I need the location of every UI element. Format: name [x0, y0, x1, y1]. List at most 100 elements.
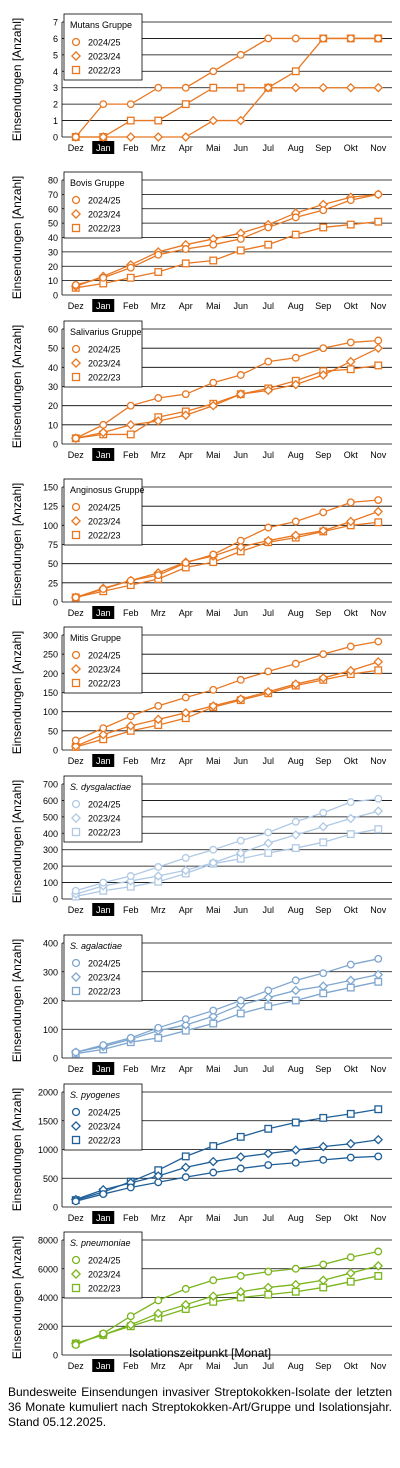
x-tick-label: Nov: [370, 450, 387, 460]
x-tick-label: Feb: [123, 450, 139, 460]
data-point: [264, 986, 273, 995]
data-point: [290, 1145, 301, 1155]
series-line: [75, 521, 379, 599]
y-tick-label: 80: [48, 176, 58, 186]
y-axis-title: Einsendungen [Anzahl]: [10, 325, 24, 448]
series-line: [75, 1265, 379, 1345]
y-tick-label: 4000: [38, 1293, 58, 1303]
legend-label: 2023/24: [88, 1122, 121, 1132]
x-tick-label: Okt: [344, 1064, 359, 1074]
x-tick-label: Nov: [370, 1361, 387, 1371]
data-point: [291, 1118, 300, 1127]
x-tick-label: Aug: [288, 143, 304, 153]
data-point: [374, 825, 383, 834]
data-point: [126, 100, 135, 109]
data-point: [346, 498, 355, 507]
x-tick-label: Jul: [262, 905, 274, 915]
series-line: [75, 1155, 379, 1202]
y-tick-label: 500: [43, 1174, 58, 1184]
data-point: [180, 1299, 191, 1310]
data-point: [126, 401, 135, 410]
legend-marker: [71, 37, 81, 47]
x-tick-label: Nov: [370, 1213, 387, 1223]
data-point: [126, 1033, 135, 1042]
data-point: [125, 420, 136, 430]
data-point: [345, 516, 356, 527]
x-tick-label: Jul: [262, 756, 274, 766]
y-tick-label: 0: [53, 1351, 58, 1361]
chart-panel: 0 25 50 75 100 125 150 Einsendungen [Anzahl] Dez…: [10, 478, 392, 619]
data-point: [291, 976, 300, 985]
data-point: [208, 1011, 219, 1022]
x-tick-highlight: [92, 448, 115, 461]
x-tick-label: Jun: [233, 1361, 248, 1371]
y-tick-label: 200: [43, 862, 58, 872]
legend-label: 2022/23: [88, 679, 121, 689]
legend-title: Bovis Gruppe: [70, 178, 125, 188]
data-point: [264, 1290, 273, 1299]
y-axis-title: Einsendungen [Anzahl]: [10, 1088, 24, 1211]
data-point: [154, 1023, 163, 1032]
data-point: [98, 427, 109, 438]
x-tick-label: Jan: [96, 1361, 111, 1371]
data-point: [236, 371, 245, 379]
data-point: [235, 1286, 246, 1297]
data-point: [374, 1247, 383, 1256]
x-tick-label: Apr: [179, 143, 193, 153]
y-tick-label: 4: [53, 67, 58, 77]
legend-marker: [71, 827, 81, 837]
data-point: [126, 712, 135, 721]
x-tick-label: Okt: [344, 756, 359, 766]
data-point: [126, 872, 135, 880]
y-tick-label: 600: [43, 796, 58, 806]
data-point: [235, 694, 246, 704]
y-tick-label: 3: [53, 83, 58, 93]
data-point: [235, 541, 246, 552]
data-point: [290, 679, 301, 689]
data-point: [346, 34, 355, 43]
x-tick-label: Sep: [315, 608, 331, 618]
x-tick-label: Dez: [68, 1213, 85, 1223]
data-point: [180, 1020, 191, 1030]
data-point: [290, 1279, 301, 1290]
x-tick-label: Feb: [123, 608, 139, 618]
data-point: [208, 858, 219, 868]
data-point: [345, 82, 356, 93]
data-point: [318, 1141, 329, 1152]
x-tick-label: Nov: [370, 756, 387, 766]
data-point: [181, 1173, 190, 1182]
legend-label: 2022/23: [88, 531, 121, 541]
y-tick-label: 6: [53, 34, 58, 44]
x-tick-label: Aug: [288, 301, 304, 311]
x-tick-highlight: [92, 1359, 115, 1372]
data-point: [346, 1253, 355, 1262]
y-tick-label: 60: [48, 325, 58, 335]
x-tick-label: Aug: [288, 1361, 304, 1371]
series-line: [75, 810, 379, 895]
data-point: [318, 673, 329, 683]
data-point: [345, 356, 356, 367]
x-tick-label: Jan: [96, 608, 111, 618]
data-point: [291, 1158, 300, 1167]
data-point: [235, 848, 246, 858]
x-tick-label: Mai: [206, 1213, 221, 1223]
x-tick-label: Feb: [123, 1064, 139, 1074]
data-point: [126, 116, 135, 125]
data-point: [236, 83, 245, 92]
legend-label: 2022/23: [88, 987, 121, 997]
series-line: [75, 1139, 379, 1201]
x-tick-label: Dez: [68, 301, 85, 311]
x-tick-label: Apr: [179, 1064, 193, 1074]
series-line: [75, 661, 379, 747]
data-point: [236, 234, 245, 243]
x-tick-label: Jul: [262, 143, 274, 153]
data-point: [263, 992, 274, 1003]
data-point: [180, 707, 191, 718]
legend-label: 2022/23: [88, 828, 121, 838]
legend-marker: [70, 515, 82, 527]
x-tick-label: Okt: [344, 301, 359, 311]
series-line: [75, 87, 379, 138]
x-tick-label: Jan: [96, 1213, 111, 1223]
x-tick-label: Nov: [370, 608, 387, 618]
data-point: [263, 385, 274, 396]
